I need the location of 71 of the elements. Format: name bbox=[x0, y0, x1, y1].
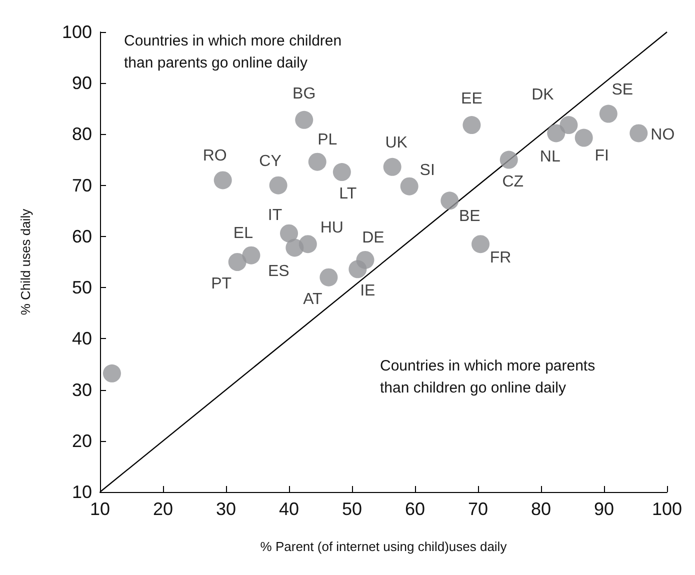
annotation: CZ bbox=[502, 173, 524, 190]
point bbox=[269, 176, 288, 194]
annotation: HU bbox=[320, 220, 344, 237]
x-axis-title: % Parent (of internet using child)uses daily bbox=[260, 539, 508, 554]
point bbox=[332, 163, 351, 182]
point bbox=[348, 260, 367, 278]
point bbox=[295, 110, 314, 129]
y-tick-label: 10 bbox=[72, 482, 92, 502]
point bbox=[242, 246, 260, 264]
annotation: SE bbox=[612, 81, 634, 98]
annotation: IE bbox=[360, 282, 376, 300]
point bbox=[560, 116, 578, 134]
annotation: DK bbox=[532, 86, 554, 104]
annotation: SI bbox=[420, 162, 435, 179]
annotation: LT bbox=[339, 186, 357, 203]
annotation: NL bbox=[540, 148, 560, 166]
annotation: Countries in which more parents than children go online daily bbox=[380, 358, 600, 396]
x-tick-label: 30 bbox=[216, 499, 236, 519]
x-tick-label: 90 bbox=[594, 499, 614, 519]
annotation: BE bbox=[458, 208, 480, 226]
point bbox=[547, 124, 566, 142]
annotation: RO bbox=[202, 148, 227, 165]
x-tick-label: 100 bbox=[652, 499, 682, 519]
x-tick-label: 60 bbox=[404, 499, 426, 519]
point bbox=[462, 116, 481, 134]
y-tick-label: 100 bbox=[62, 22, 92, 42]
point bbox=[472, 235, 490, 254]
annotation: CY bbox=[259, 152, 282, 170]
x-tick-label: 20 bbox=[152, 499, 174, 519]
annotation: IT bbox=[268, 206, 282, 224]
point bbox=[500, 150, 518, 169]
y-tick-label: 50 bbox=[72, 278, 92, 298]
annotation: PT bbox=[211, 276, 232, 292]
y-tick-label: 60 bbox=[72, 226, 92, 246]
annotation: EL bbox=[233, 224, 254, 242]
y-axis-title: % Child uses daily bbox=[18, 208, 33, 316]
x-tick-label: 80 bbox=[530, 499, 552, 519]
point bbox=[599, 104, 618, 123]
annotation: AT bbox=[303, 290, 323, 308]
y-tick-label: 70 bbox=[72, 175, 92, 196]
y-tick-label: 20 bbox=[72, 430, 92, 451]
annotation: PL bbox=[318, 131, 338, 148]
annotation: DE bbox=[362, 229, 384, 246]
annotation: FR bbox=[490, 250, 512, 267]
annotation: BG bbox=[292, 85, 316, 102]
point bbox=[440, 192, 459, 210]
x-tick-label: 40 bbox=[278, 499, 300, 519]
y-tick-label: 90 bbox=[72, 73, 92, 94]
y-tick-label: 30 bbox=[72, 380, 92, 400]
annotation: ES bbox=[268, 263, 290, 280]
annotation: EE bbox=[461, 90, 482, 108]
point bbox=[286, 238, 304, 257]
point bbox=[308, 152, 326, 171]
point bbox=[574, 128, 593, 147]
point bbox=[400, 177, 418, 196]
x-tick-label: 70 bbox=[468, 499, 488, 519]
y-tick-label: 40 bbox=[72, 328, 92, 349]
point bbox=[320, 268, 338, 286]
annotation: NO bbox=[650, 126, 675, 144]
annotation: UK bbox=[385, 134, 408, 152]
point bbox=[102, 364, 121, 382]
point bbox=[214, 171, 232, 190]
point bbox=[228, 253, 246, 271]
x-tick-label: 50 bbox=[342, 499, 362, 519]
annotation: FI bbox=[594, 147, 609, 164]
x-tick-label: 10 bbox=[90, 499, 110, 519]
point bbox=[630, 124, 648, 142]
annotation: Countries in which more children than parents go online daily bbox=[124, 32, 346, 72]
y-tick-label: 80 bbox=[72, 124, 92, 144]
point bbox=[280, 224, 298, 242]
point bbox=[383, 158, 402, 176]
